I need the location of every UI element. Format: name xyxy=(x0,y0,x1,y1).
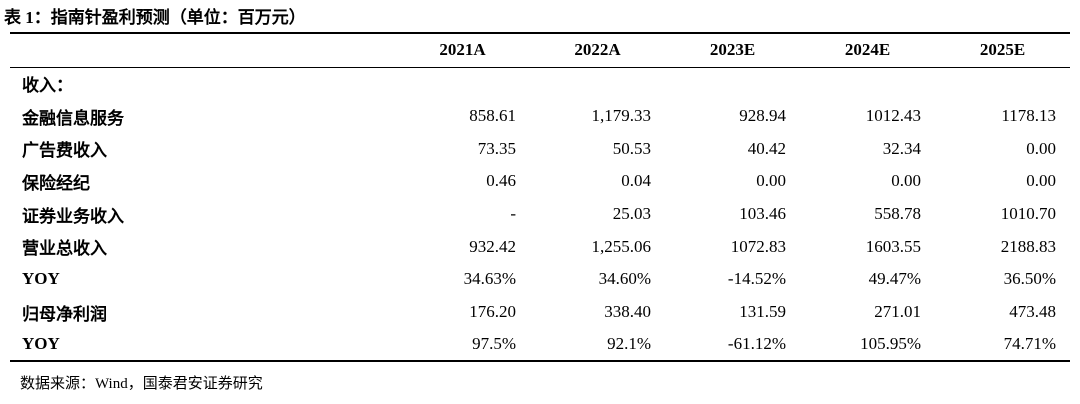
cell: 473.48 xyxy=(1009,302,1056,322)
cell: 338.40 xyxy=(604,302,651,322)
cell: 1178.13 xyxy=(1001,106,1056,126)
table-row: 金融信息服务 858.61 1,179.33 928.94 1012.43 1178.13 xyxy=(10,100,1070,133)
cell: 34.60% xyxy=(598,269,651,289)
row-label: 收入： xyxy=(22,76,73,96)
cell: 97.5% xyxy=(472,334,516,354)
table-row: 归母净利润 176.20 338.40 131.59 271.01 473.48 xyxy=(10,296,1070,329)
cell: 1072.83 xyxy=(730,236,786,256)
table-body: 收入： 金融信息服务 858.61 1,179.33 928.94 1012.43 1178… xyxy=(10,67,1070,361)
column-header: 2021A xyxy=(395,33,530,68)
header-cell xyxy=(10,33,395,68)
cell: -14.52% xyxy=(727,269,786,289)
cell xyxy=(395,67,530,100)
cell: 271.01 xyxy=(874,302,921,322)
cell: 25.03 xyxy=(612,204,651,224)
cell: 50.53 xyxy=(612,138,651,158)
column-header: 2022A xyxy=(530,33,665,68)
cell: 0.46 xyxy=(486,171,516,191)
cell: -61.12% xyxy=(727,334,786,354)
cell: 36.50% xyxy=(1003,269,1056,289)
column-header: 2025E xyxy=(935,33,1070,68)
header-row: 2021A 2022A 2023E 2024E 2025E xyxy=(10,33,1070,68)
row-label: YOY xyxy=(22,334,60,354)
column-header: 2024E xyxy=(800,33,935,68)
cell: 0.00 xyxy=(891,171,921,191)
cell: 32.34 xyxy=(882,138,921,158)
table-row: 营业总收入 932.42 1,255.06 1072.83 1603.55 2188.83 xyxy=(10,230,1070,263)
cell: 0.00 xyxy=(1026,171,1056,191)
cell xyxy=(935,67,1070,100)
row-label: 保险经纪 xyxy=(22,173,90,193)
cell: 1010.70 xyxy=(1000,204,1056,224)
cell: 0.00 xyxy=(756,171,786,191)
cell: 131.59 xyxy=(739,302,786,322)
table-row: 保险经纪 0.46 0.04 0.00 0.00 0.00 xyxy=(10,165,1070,198)
cell xyxy=(800,67,935,100)
cell: 40.42 xyxy=(747,138,786,158)
cell: 92.1% xyxy=(607,334,651,354)
table-row: YOY 97.5% 92.1% -61.12% 105.95% 74.71% xyxy=(10,329,1070,362)
row-label: 广告费收入 xyxy=(22,141,107,161)
row-label: 金融信息服务 xyxy=(22,108,124,128)
cell: 2188.83 xyxy=(1000,236,1056,256)
row-label: YOY xyxy=(22,269,60,289)
table-row: 证券业务收入 - 25.03 103.46 558.78 1010.70 xyxy=(10,198,1070,231)
cell: 74.71% xyxy=(1003,334,1056,354)
row-label: 归母净利润 xyxy=(22,304,107,324)
cell: 0.00 xyxy=(1026,138,1056,158)
table: 2021A 2022A 2023E 2024E 2025E 收入： 金融信息服务 858.6… xyxy=(10,32,1070,363)
cell: 105.95% xyxy=(860,334,921,354)
cell: 558.78 xyxy=(874,204,921,224)
cell: 103.46 xyxy=(739,204,786,224)
cell xyxy=(665,67,800,100)
cell: 928.94 xyxy=(739,106,786,126)
cell: 1,255.06 xyxy=(591,236,652,256)
row-label: 证券业务收入 xyxy=(22,206,124,226)
cell: 176.20 xyxy=(469,302,516,322)
table-row: 收入： xyxy=(10,67,1070,100)
cell: 34.63% xyxy=(463,269,516,289)
cell: 858.61 xyxy=(469,106,516,126)
cell: 73.35 xyxy=(477,138,516,158)
table-title: 表 1：指南针盈利预测（单位：百万元） xyxy=(4,8,306,27)
cell: 932.42 xyxy=(469,236,516,256)
cell: 0.04 xyxy=(621,171,651,191)
column-header: 2023E xyxy=(665,33,800,68)
cell: 1,179.33 xyxy=(591,106,652,126)
table-row: YOY 34.63% 34.60% -14.52% 49.47% 36.50% xyxy=(10,263,1070,296)
source-note: 数据来源：Wind，国泰君安证券研究 xyxy=(20,376,263,392)
table-row: 广告费收入 73.35 50.53 40.42 32.34 0.00 xyxy=(10,132,1070,165)
row-label: 营业总收入 xyxy=(22,239,107,259)
cell xyxy=(530,67,665,100)
cell: 1603.55 xyxy=(865,236,921,256)
cell: 1012.43 xyxy=(865,106,921,126)
cell: - xyxy=(510,204,516,224)
cell: 49.47% xyxy=(868,269,921,289)
